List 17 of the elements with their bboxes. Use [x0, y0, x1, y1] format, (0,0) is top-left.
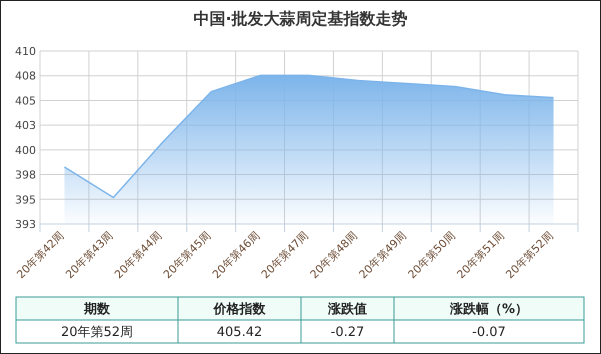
- text: -0.27: [330, 325, 364, 340]
- text: 405.42: [216, 325, 262, 340]
- y-tick-label: 398: [15, 168, 36, 182]
- y-tick-label: 393: [15, 218, 36, 231]
- text: 涨跌值: [327, 302, 367, 317]
- y-tick-label: 403: [15, 119, 36, 132]
- text: 价格指数: [212, 302, 266, 317]
- y-tick-label: 400: [15, 144, 36, 157]
- y-tick-label: 408: [15, 70, 36, 83]
- text: 20年第52周: [60, 325, 134, 340]
- text: 期数: [83, 302, 111, 317]
- y-tick-label: 410: [15, 45, 36, 58]
- text: -0.07: [472, 325, 506, 340]
- y-tick-label: 405: [15, 94, 36, 108]
- text: 涨跌幅（%）: [448, 302, 528, 317]
- chart-title: 中国·批发大蒜周定基指数走势: [193, 9, 408, 28]
- y-tick-label: 395: [15, 193, 36, 206]
